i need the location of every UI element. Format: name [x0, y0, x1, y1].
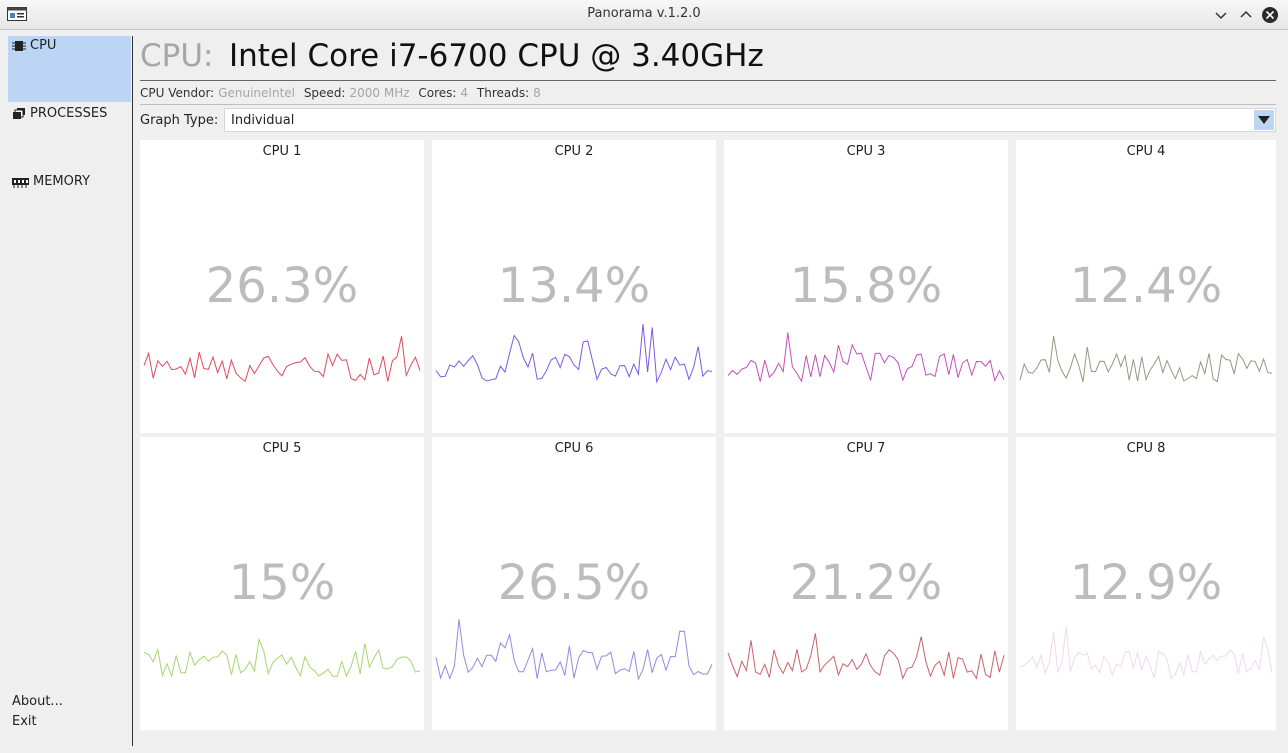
cpu-usage-line	[727, 332, 1005, 383]
cpu-usage-graph	[143, 637, 421, 678]
cpu-usage-percent: 15%	[228, 555, 336, 611]
memory-icon	[12, 178, 29, 188]
cpu-usage-graph	[1019, 336, 1273, 383]
cpu-panel: 21.2% CPU 7	[724, 437, 1008, 730]
threads-value: 8	[533, 86, 541, 100]
sidebar: CPU PROCESSES MEMORY About... Exit	[8, 36, 131, 746]
cpu-panel: 26.3% CPU 1	[140, 140, 424, 433]
info-separator	[140, 104, 1276, 105]
cpu-prefix: CPU:	[140, 38, 214, 74]
cpu-usage-line	[727, 633, 1005, 680]
graph-type-select[interactable]: Individual	[224, 108, 1276, 132]
chevron-down-icon[interactable]	[1254, 110, 1274, 130]
vendor-value: GenuineIntel	[218, 86, 295, 100]
sidebar-item-label: CPU	[30, 38, 57, 53]
cpu-usage-percent: 12.9%	[1069, 555, 1223, 611]
sidebar-item-cpu[interactable]: CPU	[8, 36, 131, 102]
cpu-usage-line	[143, 336, 421, 383]
page-title: CPU: Intel Core i7-6700 CPU @ 3.40GHz	[140, 38, 1276, 81]
cpu-panel-title: CPU 2	[554, 144, 594, 159]
cpu-panel-title: CPU 7	[846, 441, 886, 456]
maximize-icon[interactable]	[1237, 6, 1255, 24]
graph-type-value: Individual	[231, 113, 295, 128]
cpu-panel: 15.8% CPU 3	[724, 140, 1008, 433]
cpu-panel: 15% CPU 5	[140, 437, 424, 730]
cpu-usage-line	[1019, 336, 1273, 383]
cpu-usage-line	[435, 323, 713, 384]
cpu-usage-line	[143, 637, 421, 678]
cpu-model: Intel Core i7-6700 CPU @ 3.40GHz	[229, 38, 764, 74]
cpu-usage-graph	[143, 336, 421, 383]
cpu-usage-graph	[435, 323, 713, 384]
graph-type-label: Graph Type:	[140, 113, 219, 128]
chip-icon	[12, 41, 26, 51]
cpu-panel-title: CPU 4	[1126, 144, 1166, 159]
cpu-usage-graph	[727, 332, 1005, 383]
cpu-usage-graph	[1019, 626, 1273, 680]
cpu-usage-percent: 12.4%	[1069, 258, 1223, 314]
cpu-panel: 13.4% CPU 2	[432, 140, 716, 433]
minimize-icon[interactable]	[1212, 6, 1230, 24]
cpu-usage-graph	[435, 619, 713, 681]
title-bar: Panorama v.1.2.0	[0, 0, 1288, 30]
cpu-usage-line	[1019, 626, 1273, 680]
cpu-usage-graph	[727, 633, 1005, 680]
cpu-usage-percent: 15.8%	[789, 258, 943, 314]
cpu-usage-line	[435, 619, 713, 681]
vendor-label: CPU Vendor:	[140, 86, 215, 100]
cpu-usage-percent: 26.3%	[205, 258, 359, 314]
sidebar-item-processes[interactable]: PROCESSES	[8, 104, 131, 170]
processes-icon	[13, 108, 25, 119]
cpu-panel: 12.9% CPU 8	[1016, 437, 1276, 730]
sidebar-item-label: PROCESSES	[30, 106, 108, 121]
cpu-panel-title: CPU 8	[1126, 441, 1166, 456]
window-title: Panorama v.1.2.0	[587, 6, 701, 21]
cpu-usage-percent: 21.2%	[789, 555, 943, 611]
cpu-panel-title: CPU 1	[262, 144, 302, 159]
cores-label: Cores:	[418, 86, 457, 100]
cpu-info-row: CPU Vendor: GenuineIntel Speed: 2000 MHz C…	[140, 86, 546, 100]
speed-label: Speed:	[303, 86, 346, 100]
cpu-usage-percent: 13.4%	[497, 258, 651, 314]
cpu-panel: 12.4% CPU 4	[1016, 140, 1276, 433]
cpu-usage-percent: 26.5%	[497, 555, 651, 611]
app-icon	[7, 7, 27, 21]
sidebar-divider	[132, 36, 133, 746]
about-link[interactable]: About...	[12, 694, 63, 709]
threads-label: Threads:	[476, 86, 530, 100]
close-icon[interactable]	[1261, 6, 1279, 24]
cpu-panel-title: CPU 3	[846, 144, 886, 159]
cpu-panel: 26.5% CPU 6	[432, 437, 716, 730]
cores-value: 4	[460, 86, 469, 100]
sidebar-item-memory[interactable]: MEMORY	[8, 172, 131, 238]
exit-link[interactable]: Exit	[12, 714, 37, 729]
cpu-panel-title: CPU 6	[554, 441, 594, 456]
sidebar-item-label: MEMORY	[33, 174, 91, 189]
cpu-panel-title: CPU 5	[262, 441, 302, 456]
speed-value: 2000 MHz	[349, 86, 410, 100]
